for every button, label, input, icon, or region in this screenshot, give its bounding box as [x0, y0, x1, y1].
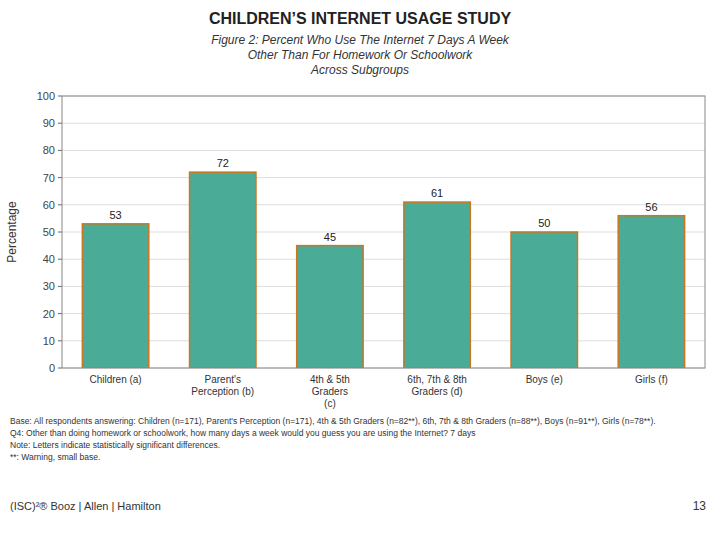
- logo-text: (ISC)²® Booz | Allen | Hamilton: [10, 500, 161, 512]
- bar: [82, 224, 148, 368]
- y-tick-label: 10: [43, 335, 55, 347]
- grid-line: [62, 286, 705, 287]
- y-tick: [58, 96, 62, 97]
- y-tick: [58, 204, 62, 205]
- footnote: Note: Letters indicate statistically sig…: [10, 440, 220, 450]
- title: CHILDREN’S INTERNET USAGE STUDY: [209, 10, 512, 27]
- y-tick-label: 20: [43, 308, 55, 320]
- y-tick-label: 70: [43, 172, 55, 184]
- x-tick-label: 4th & 5thGraders(c): [310, 374, 350, 409]
- y-tick: [58, 177, 62, 178]
- page-number: 13: [693, 499, 707, 513]
- x-tick-label: 6th, 7th & 8thGraders (d): [407, 374, 467, 397]
- footnote: Q4: Other than doing homework or schoolw…: [10, 428, 475, 438]
- subtitle: Other Than For Homework Or Schoolwork: [248, 48, 474, 62]
- y-tick-label: 40: [43, 253, 55, 265]
- grid-line: [62, 150, 705, 151]
- y-tick-label: 50: [43, 226, 55, 238]
- grid-line: [62, 259, 705, 260]
- bar: [618, 216, 684, 368]
- grid-line: [62, 313, 705, 314]
- data-label: 50: [538, 217, 550, 229]
- bars: [82, 172, 684, 368]
- subtitle: Figure 2: Percent Who Use The Internet 7…: [211, 33, 510, 47]
- y-tick-label: 80: [43, 144, 55, 156]
- x-tick-label: Girls (f): [635, 374, 668, 385]
- y-tick: [58, 286, 62, 287]
- data-label: 72: [217, 157, 229, 169]
- y-tick-label: 30: [43, 280, 55, 292]
- subtitle: Across Subgroups: [310, 63, 409, 77]
- grid-line: [62, 340, 705, 341]
- x-tick-label: Parent'sPerception (b): [191, 374, 254, 397]
- bar: [404, 202, 470, 368]
- y-tick: [58, 313, 62, 314]
- y-tick: [58, 259, 62, 260]
- footnote: Base: All respondents answering: Childre…: [10, 416, 656, 426]
- grid: [62, 96, 705, 368]
- y-tick: [58, 340, 62, 341]
- data-label: 53: [109, 209, 121, 221]
- y-tick: [58, 123, 62, 124]
- y-axis-label: Percentage: [5, 201, 19, 263]
- x-tick-label: Children (a): [89, 374, 141, 385]
- chart: CHILDREN’S INTERNET USAGE STUDY Figure 2:…: [0, 0, 720, 540]
- grid-line: [62, 177, 705, 178]
- plot-frame: [62, 96, 705, 368]
- grid-line: [62, 123, 705, 124]
- data-label: 45: [324, 231, 336, 243]
- grid-line: [62, 232, 705, 233]
- y-tick-label: 0: [49, 362, 55, 374]
- bar: [297, 246, 363, 368]
- bar: [190, 172, 256, 368]
- data-label: 61: [431, 187, 443, 199]
- y-tick-label: 60: [43, 199, 55, 211]
- bar: [511, 232, 577, 368]
- grid-line: [62, 204, 705, 205]
- y-tick-label: 90: [43, 117, 55, 129]
- y-tick-label: 100: [37, 90, 55, 102]
- x-tick-label: Boys (e): [526, 374, 563, 385]
- y-tick: [58, 232, 62, 233]
- footnote: **: Warning, small base.: [10, 452, 100, 462]
- y-tick: [58, 150, 62, 151]
- y-tick: [58, 368, 62, 369]
- data-label: 56: [645, 201, 657, 213]
